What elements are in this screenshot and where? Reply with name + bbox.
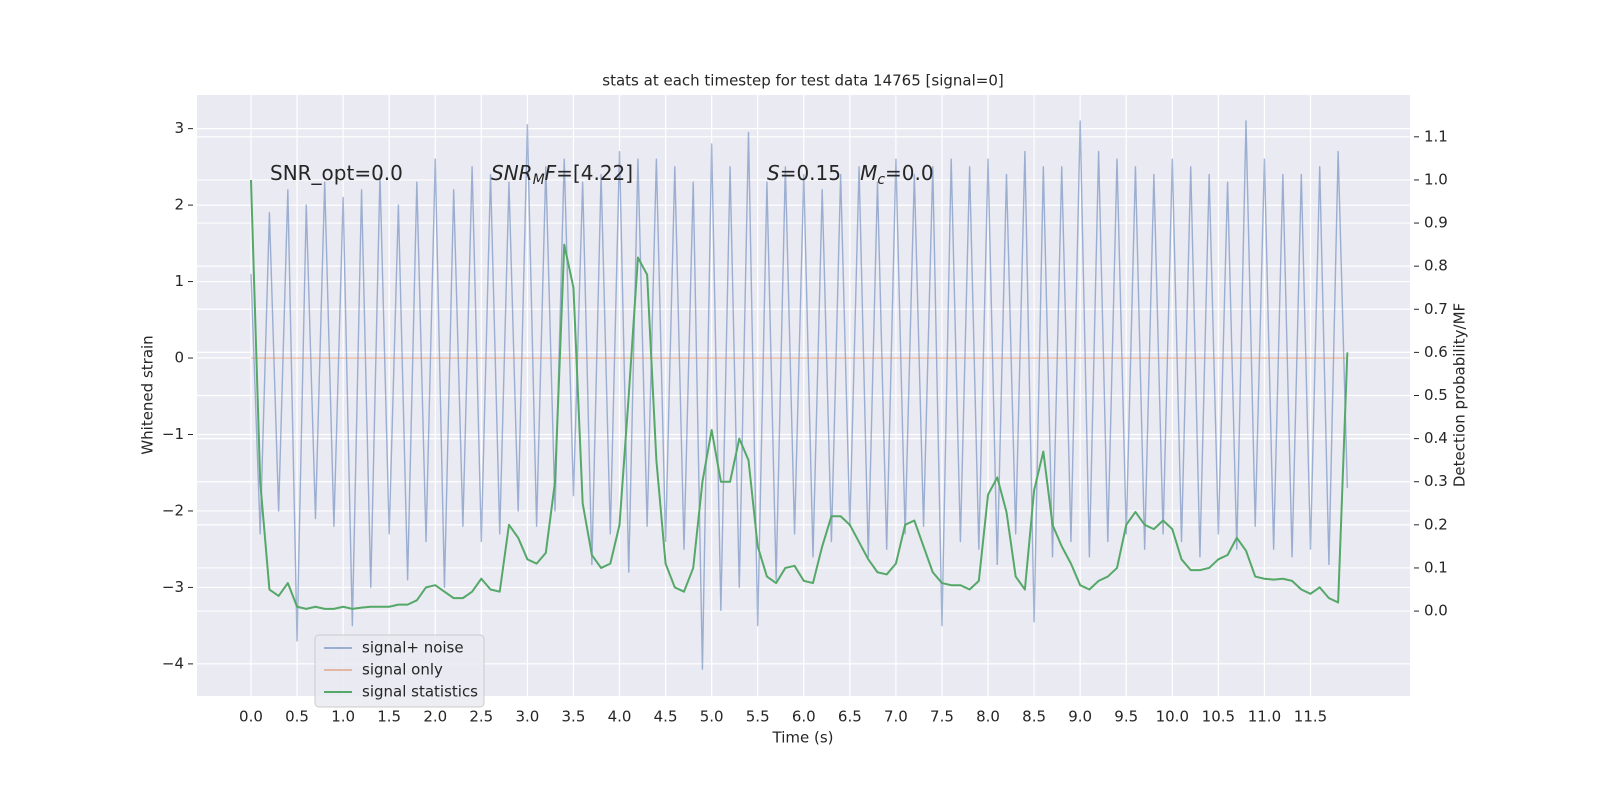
y2-tick-label: 0.5 [1424, 386, 1448, 404]
x-tick-label: 11.5 [1294, 708, 1327, 726]
y-tick-label: −2 [162, 501, 184, 519]
annotation-part: c [877, 172, 885, 188]
x-tick-label: 7.0 [884, 708, 908, 726]
x-tick-label: 7.5 [930, 708, 954, 726]
annotation-part: S [767, 161, 780, 185]
x-tick-label: 8.0 [976, 708, 1000, 726]
annotation-part: M [860, 161, 877, 185]
x-tick-label: 4.5 [654, 708, 678, 726]
annotation-part: M [533, 172, 545, 188]
y2-tick-label: 0.6 [1424, 343, 1448, 361]
annotation: SNR_opt=0.0 [270, 161, 403, 185]
series-line [250, 120, 1349, 670]
x-axis-label: Time (s) [772, 729, 834, 747]
x-tick-label: 0.0 [239, 708, 263, 726]
y-tick-label: −4 [162, 654, 184, 672]
annotation: SNRMF=[4.22] [491, 161, 633, 189]
y2-axis-label: Detection probability/MF [1451, 303, 1469, 487]
x-tick-label: 2.5 [469, 708, 493, 726]
y-tick-label: 3 [174, 119, 184, 137]
x-tick-label: 11.0 [1248, 708, 1281, 726]
y2-tick-label: 0.4 [1424, 429, 1448, 447]
y-tick-label: −1 [162, 425, 184, 443]
y2-tick-label: 0.0 [1424, 602, 1448, 620]
x-tick-label: 9.5 [1114, 708, 1138, 726]
marks [249, 120, 1349, 670]
annotation-part: =[4.22] [556, 161, 633, 185]
annotation-part: F [545, 161, 557, 185]
y-tick-label: 0 [174, 349, 184, 367]
x-tick-label: 3.5 [562, 708, 586, 726]
annotation-part: =0.15 [780, 161, 860, 185]
x-tick-label: 1.5 [377, 708, 401, 726]
x-tick-label: 2.0 [423, 708, 447, 726]
y-axis-label: Whitened strain [139, 335, 157, 454]
y-tick-label: 2 [174, 196, 184, 214]
x-tick-label: 6.5 [838, 708, 862, 726]
y2-tick-label: 0.1 [1424, 558, 1448, 576]
y2-tick-label: 0.9 [1424, 214, 1448, 232]
x-tick-label: 8.5 [1022, 708, 1046, 726]
annotation: S=0.15 Mc=0.0 [767, 161, 934, 189]
x-tick-label: 5.5 [746, 708, 770, 726]
x-tick-label: 0.5 [285, 708, 309, 726]
y2-tick-label: 0.2 [1424, 515, 1448, 533]
x-tick-label: 1.0 [331, 708, 355, 726]
y2-tick-label: 0.7 [1424, 300, 1448, 318]
series-line [249, 179, 1349, 610]
annotation-part: SNR_opt=0.0 [270, 161, 403, 185]
overlay: SNR_opt=0.0 SNRMF=[4.22] S=0.15 Mc=0.0sign… [270, 161, 934, 708]
x-tick-label: 10.5 [1202, 708, 1235, 726]
y-tick-label: −3 [162, 578, 184, 596]
x-tick-label: 4.0 [608, 708, 632, 726]
annotation-part: =0.0 [885, 161, 934, 185]
x-tick-label: 5.0 [700, 708, 724, 726]
legend-box [314, 634, 485, 708]
y-tick-label: 1 [174, 272, 184, 290]
x-tick-label: 9.0 [1068, 708, 1092, 726]
legend-label: signal statistics [362, 683, 478, 701]
x-tick-label: 3.0 [515, 708, 539, 726]
y2-tick-label: 0.3 [1424, 472, 1448, 490]
legend-label: signal only [362, 661, 443, 679]
annotation-part: SNR [491, 161, 533, 185]
chart-title: stats at each timestep for test data 147… [602, 72, 1003, 90]
y2-tick-label: 0.8 [1424, 257, 1448, 275]
x-tick-label: 6.0 [792, 708, 816, 726]
y2-tick-label: 1.1 [1424, 127, 1448, 145]
x-tick-label: 10.0 [1156, 708, 1189, 726]
legend-label: signal+ noise [362, 639, 464, 657]
y2-tick-label: 1.0 [1424, 170, 1448, 188]
